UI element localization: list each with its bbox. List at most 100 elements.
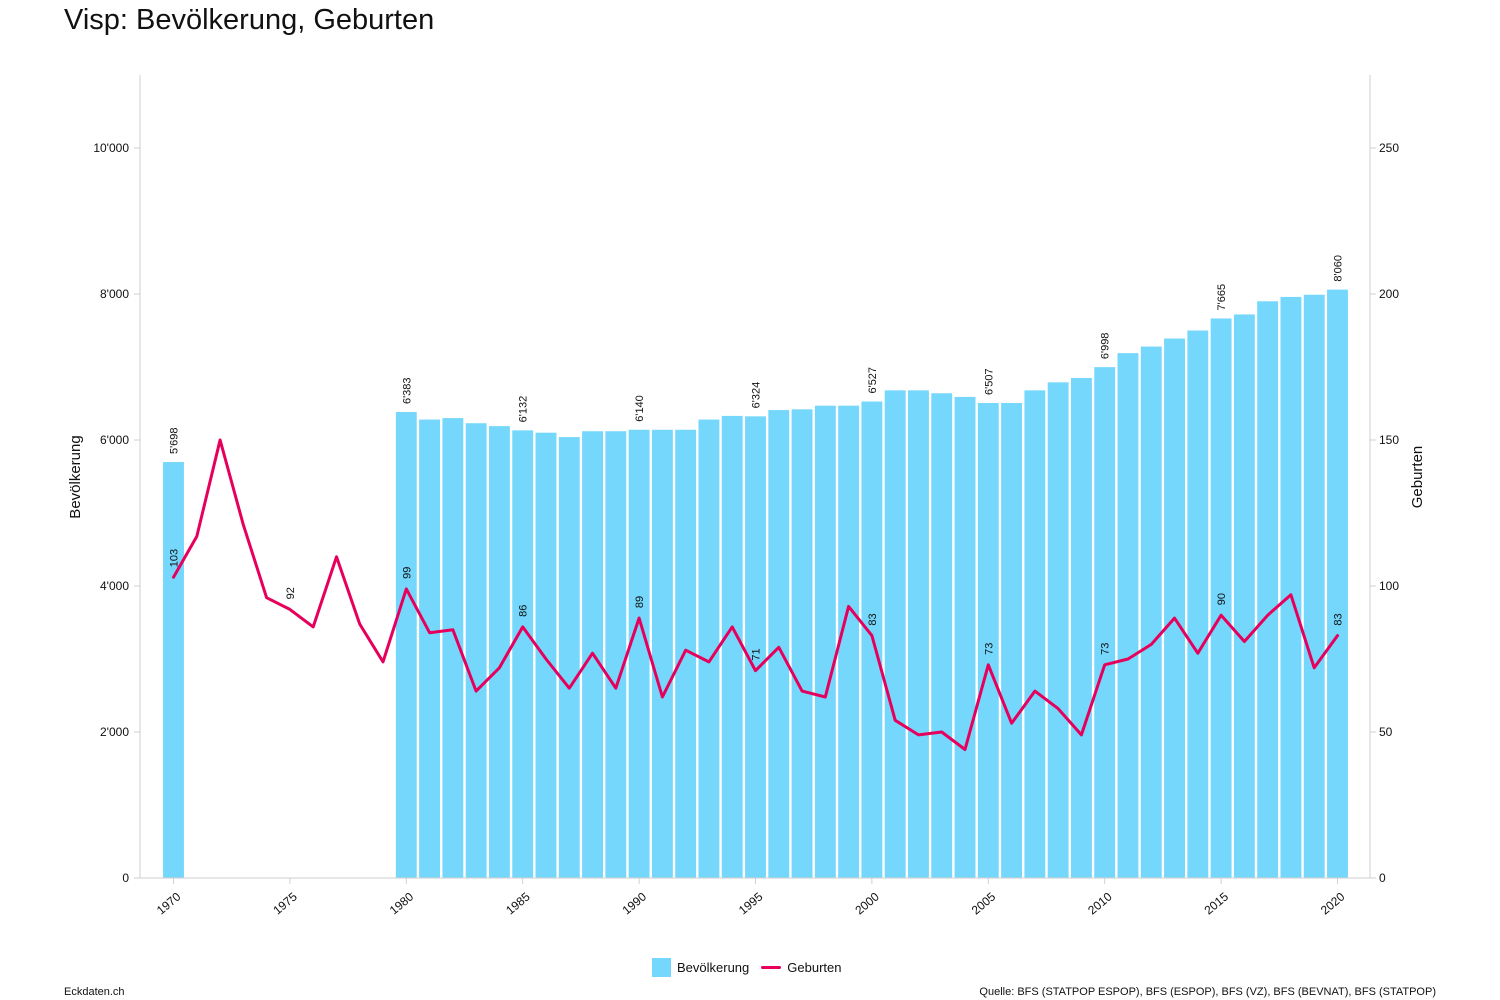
bar bbox=[698, 419, 720, 878]
bar bbox=[745, 416, 766, 878]
left-tick-label: 10'000 bbox=[93, 141, 129, 155]
bar bbox=[675, 429, 697, 878]
left-axis-title: Bevölkerung bbox=[67, 435, 84, 518]
bar-data-label: 6'383 bbox=[401, 377, 413, 404]
bar bbox=[1327, 289, 1348, 878]
legend-swatch-bar bbox=[652, 958, 671, 977]
bar bbox=[651, 429, 673, 878]
line-data-label: 73 bbox=[983, 643, 995, 655]
x-tick-label: 2020 bbox=[1318, 889, 1348, 917]
bar bbox=[721, 415, 743, 878]
bar bbox=[977, 402, 999, 878]
right-tick-label: 200 bbox=[1379, 287, 1399, 301]
right-axis-title: Geburten bbox=[1409, 446, 1426, 509]
bar bbox=[1210, 318, 1232, 879]
bar bbox=[1001, 402, 1023, 878]
bar bbox=[954, 396, 976, 878]
x-tick-label: 1990 bbox=[620, 889, 650, 917]
bar bbox=[768, 410, 790, 878]
x-tick-label: 1995 bbox=[736, 889, 766, 917]
bar bbox=[814, 405, 836, 878]
left-tick-label: 4'000 bbox=[100, 579, 129, 593]
bar bbox=[908, 390, 929, 878]
bar-data-label: 6'324 bbox=[751, 382, 763, 409]
bar bbox=[1303, 294, 1325, 879]
geburten-line bbox=[172, 438, 1339, 751]
bar bbox=[1117, 353, 1139, 878]
bar bbox=[884, 390, 906, 878]
bar bbox=[1094, 367, 1116, 878]
line-data-label: 92 bbox=[285, 587, 297, 599]
bar-data-label: 5'698 bbox=[169, 427, 181, 454]
right-tick-label: 0 bbox=[1379, 871, 1386, 885]
x-tick-label: 2015 bbox=[1202, 889, 1232, 917]
bar-data-label: 7'665 bbox=[1216, 284, 1228, 311]
legend-label: Bevölkerung bbox=[677, 960, 750, 975]
chart-title: Visp: Bevölkerung, Geburten bbox=[64, 4, 435, 36]
left-tick-label: 6'000 bbox=[100, 433, 129, 447]
line-data-label: 73 bbox=[1100, 643, 1112, 655]
bar bbox=[163, 462, 184, 878]
x-tick-label: 1985 bbox=[503, 889, 533, 917]
bar-series bbox=[163, 289, 1348, 879]
x-tick-label: 2000 bbox=[852, 889, 882, 917]
right-tick-label: 150 bbox=[1379, 433, 1399, 447]
bar bbox=[838, 405, 860, 878]
line-data-label: 103 bbox=[169, 549, 181, 567]
line-data-label: 90 bbox=[1216, 593, 1228, 605]
right-tick-label: 250 bbox=[1379, 141, 1399, 155]
bar bbox=[1070, 377, 1092, 878]
right-tick-label: 50 bbox=[1379, 725, 1393, 739]
data-labels: 5'698 6'383 6'132 6'140 6'324 6'527 6'507 6'998… bbox=[169, 255, 1345, 661]
bar-data-label: 8'060 bbox=[1333, 255, 1345, 282]
legend-swatch-line bbox=[761, 966, 782, 969]
bar bbox=[488, 426, 510, 878]
line-data-label: 86 bbox=[518, 605, 530, 617]
bar bbox=[512, 430, 534, 878]
x-tick-label: 1970 bbox=[154, 889, 184, 917]
left-tick-label: 8'000 bbox=[100, 287, 129, 301]
bar bbox=[1024, 390, 1046, 878]
legend-item-geburten[interactable]: Geburten bbox=[761, 960, 841, 975]
line-data-label: 83 bbox=[1333, 613, 1345, 625]
bar-data-label: 6'527 bbox=[867, 367, 879, 394]
footer-source: Quelle: BFS (STATPOP ESPOP), BFS (ESPOP)… bbox=[979, 986, 1436, 998]
bar bbox=[605, 431, 627, 878]
bar bbox=[535, 432, 557, 878]
line-data-label: 71 bbox=[751, 648, 763, 660]
x-tick-label: 1975 bbox=[270, 889, 300, 917]
x-tick-label: 1980 bbox=[387, 889, 417, 917]
bar bbox=[1257, 301, 1279, 878]
bar bbox=[419, 419, 441, 878]
line-data-label: 89 bbox=[634, 596, 646, 608]
line-data-label: 83 bbox=[867, 613, 879, 625]
bar-data-label: 6'132 bbox=[518, 396, 530, 423]
bar bbox=[931, 393, 953, 878]
left-tick-label: 0 bbox=[122, 871, 129, 885]
bar bbox=[465, 423, 487, 878]
bar bbox=[791, 409, 813, 878]
line-data-label: 99 bbox=[401, 567, 413, 579]
legend: Bevölkerung Geburten bbox=[652, 958, 853, 977]
bar bbox=[1164, 338, 1185, 878]
bar bbox=[558, 437, 580, 878]
line-series bbox=[172, 438, 1339, 751]
x-tick-label: 2005 bbox=[969, 889, 999, 917]
bar bbox=[1280, 296, 1302, 878]
bar bbox=[442, 418, 464, 878]
right-tick-label: 100 bbox=[1379, 579, 1399, 593]
bar-data-label: 6'140 bbox=[634, 395, 646, 422]
bar-data-label: 6'507 bbox=[983, 368, 995, 395]
x-tick-label: 2010 bbox=[1085, 889, 1115, 917]
bar-data-label: 6'998 bbox=[1100, 333, 1112, 360]
legend-item-bevoelkerung[interactable]: Bevölkerung bbox=[652, 958, 749, 977]
bar bbox=[1187, 330, 1209, 878]
footer-brand[interactable]: Eckdaten.ch bbox=[64, 986, 125, 998]
legend-label: Geburten bbox=[787, 960, 842, 975]
bar bbox=[628, 429, 650, 878]
bar bbox=[395, 412, 417, 878]
bar bbox=[1047, 382, 1069, 878]
bar bbox=[1140, 346, 1162, 878]
bar bbox=[1233, 314, 1255, 878]
